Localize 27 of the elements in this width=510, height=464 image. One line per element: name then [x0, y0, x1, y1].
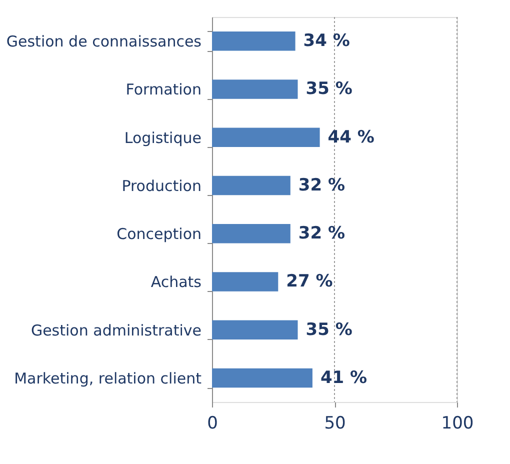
data-label: 41 % [320, 368, 368, 388]
bar [212, 272, 278, 292]
x-tick-label: 0 [207, 414, 218, 434]
data-label: 32 % [298, 224, 346, 244]
data-label: 27 % [286, 272, 333, 292]
bar [212, 31, 296, 51]
x-tick-label: 100 [441, 414, 474, 434]
x-tick-label: 50 [324, 414, 346, 434]
y-tick-label: Gestion administrative [30, 321, 202, 340]
data-label: 34 % [303, 31, 350, 52]
y-tick-label: Marketing, relation client [14, 369, 202, 388]
bar [212, 128, 320, 147]
bar [212, 368, 312, 388]
bar [212, 320, 298, 340]
data-label: 32 % [298, 175, 346, 196]
data-label: 44 % [328, 127, 374, 148]
data-label: 35 % [306, 79, 352, 100]
y-tick-label: Logistique [124, 128, 202, 147]
bar [212, 176, 290, 196]
y-tick-label: Formation [126, 80, 202, 99]
y-tick-label: Production [122, 176, 202, 195]
y-tick-label: Conception [116, 225, 202, 244]
bar [212, 224, 290, 244]
data-label: 35 % [306, 320, 352, 340]
y-tick-label: Gestion de connaissances [6, 32, 202, 51]
bar [212, 80, 298, 99]
y-tick-label: Achats [150, 273, 202, 292]
